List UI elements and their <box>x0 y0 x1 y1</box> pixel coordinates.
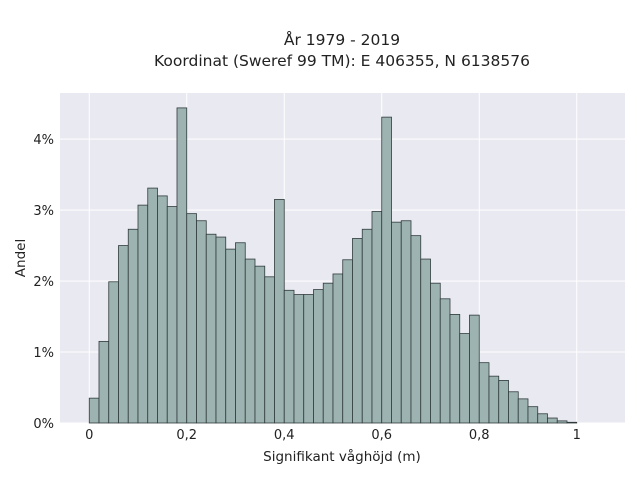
y-axis-title: Andel <box>13 239 29 277</box>
histogram-bar <box>361 228 373 424</box>
x-tick-label: 0 <box>85 428 93 443</box>
histogram-bar <box>439 298 451 424</box>
histogram-bar <box>381 116 392 424</box>
histogram-bar <box>137 204 149 424</box>
histogram-bar <box>127 228 139 424</box>
histogram-bar <box>342 259 353 424</box>
histogram-bar <box>449 314 461 424</box>
y-tick-label: 4% <box>33 133 54 148</box>
chart-subtitle: Koordinat (Sweref 99 TM): E 406355, N 61… <box>154 52 530 70</box>
histogram-bar <box>186 213 197 424</box>
histogram-bar <box>478 362 490 424</box>
bars <box>88 107 578 424</box>
histogram-bar <box>410 235 422 424</box>
histogram-bar <box>508 391 519 424</box>
histogram-bar <box>293 294 305 424</box>
histogram-bar <box>537 413 548 424</box>
histogram-bar <box>196 220 207 424</box>
histogram-bar <box>566 421 578 424</box>
histogram-bar <box>118 245 129 424</box>
histogram-bar <box>176 107 188 424</box>
histogram-bar <box>488 375 500 424</box>
histogram-bar <box>264 276 275 424</box>
histogram-bar <box>166 206 178 424</box>
histogram-bar <box>254 265 266 424</box>
histogram-bar <box>420 258 431 424</box>
y-tick-label: 1% <box>33 346 54 361</box>
y-tick-labels: 0% 1% 2% 3% 4% <box>33 133 54 432</box>
x-tick-label: 0,8 <box>469 428 490 443</box>
histogram-bar <box>517 398 529 424</box>
x-tick-labels: 0 0,2 0,4 0,6 0,8 1 <box>85 428 581 443</box>
histogram-bar <box>283 289 295 424</box>
histogram-bar <box>498 380 509 424</box>
y-tick-label: 0% <box>33 417 54 432</box>
histogram-bar <box>391 221 402 424</box>
histogram-bar <box>303 294 314 424</box>
histogram-bar <box>400 220 412 424</box>
histogram-bar <box>274 199 285 424</box>
y-tick-label: 2% <box>33 275 54 290</box>
histogram-bar <box>88 397 100 424</box>
histogram-bar <box>108 281 119 424</box>
x-tick-label: 0,6 <box>371 428 392 443</box>
histogram-bar <box>205 233 217 424</box>
histogram-bar <box>157 195 168 424</box>
histogram-bar <box>352 238 363 424</box>
histogram-bar <box>225 248 236 424</box>
x-tick-label: 0,4 <box>274 428 295 443</box>
histogram-bar <box>215 236 227 424</box>
chart-title: År 1979 - 2019 <box>284 30 400 49</box>
histogram-bar <box>235 242 246 424</box>
x-tick-label: 0,2 <box>176 428 197 443</box>
histogram-bar <box>322 282 334 424</box>
histogram-bar <box>371 211 383 424</box>
x-tick-label: 1 <box>573 428 581 443</box>
histogram-bar <box>527 406 539 424</box>
histogram-bar <box>459 333 470 424</box>
histogram-bar <box>244 258 256 424</box>
histogram-bar <box>98 340 110 424</box>
histogram-bar <box>547 417 558 424</box>
histogram-bar <box>147 187 158 424</box>
histogram-bar <box>313 289 324 424</box>
histogram-bar <box>556 420 568 424</box>
x-axis-title: Signifikant våghöjd (m) <box>263 448 421 465</box>
histogram-bar <box>332 273 344 424</box>
histogram-bar <box>469 314 480 424</box>
y-tick-label: 3% <box>33 204 54 219</box>
histogram-bar <box>430 282 441 424</box>
